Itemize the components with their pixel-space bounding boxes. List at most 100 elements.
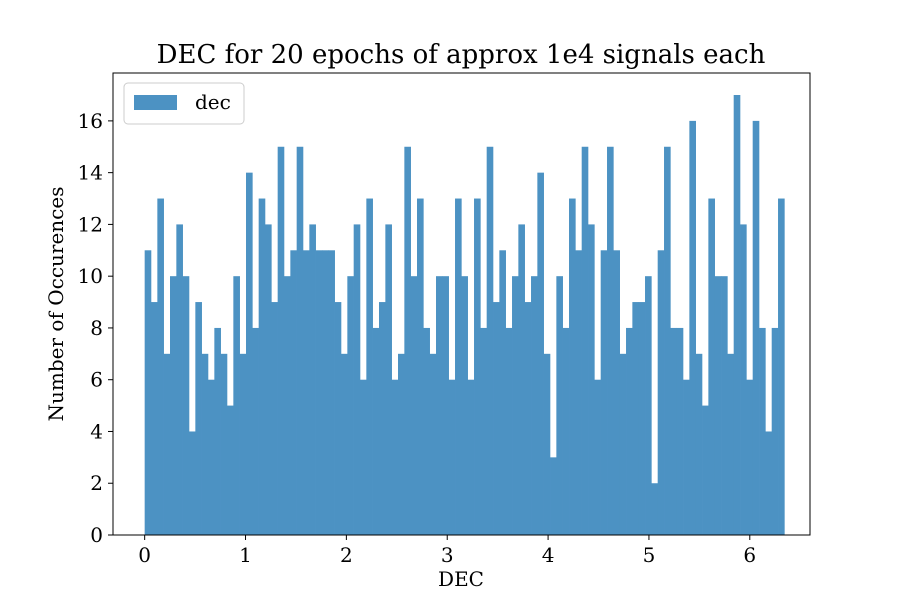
- histogram-bar: [163, 353, 171, 535]
- histogram-bar: [315, 250, 323, 536]
- histogram-bar: [499, 250, 506, 536]
- histogram-bar: [239, 353, 247, 535]
- y-tick-label: 8: [90, 316, 103, 340]
- histogram-bar: [543, 353, 551, 535]
- histogram-bar: [455, 198, 462, 535]
- histogram-bar: [214, 327, 221, 535]
- histogram-bar: [429, 353, 437, 535]
- histogram-bar: [708, 198, 715, 535]
- histogram-bar: [410, 276, 418, 535]
- histogram-bar: [778, 198, 785, 535]
- histogram-bar: [486, 146, 494, 535]
- y-tick-label: 12: [78, 212, 103, 236]
- histogram-bar: [290, 250, 297, 536]
- histogram-bar: [353, 224, 361, 535]
- x-tick-label: 2: [340, 543, 353, 567]
- histogram-bar: [638, 302, 646, 535]
- y-tick-label: 16: [78, 109, 103, 133]
- histogram-bar: [284, 276, 291, 535]
- plot-frame: [112, 72, 811, 536]
- histogram-bar: [385, 224, 392, 535]
- histogram-bar: [480, 327, 487, 535]
- histogram-bar: [265, 224, 272, 535]
- histogram-bar: [733, 95, 741, 535]
- histogram-bar: [252, 327, 259, 535]
- histogram-bar: [588, 224, 595, 535]
- histogram-bar: [189, 431, 196, 535]
- histogram-bar: [765, 431, 772, 535]
- histogram-bar: [366, 198, 373, 535]
- histogram-bar: [683, 379, 690, 535]
- histogram-bar: [651, 483, 658, 535]
- histogram-bar: [676, 327, 684, 535]
- histogram-bar: [657, 250, 665, 536]
- histogram-bar: [258, 198, 266, 535]
- y-tick-label: 6: [90, 368, 103, 392]
- histogram-bar: [201, 353, 209, 535]
- legend: dec: [123, 82, 245, 125]
- y-tick-label: 2: [90, 471, 103, 495]
- histogram-bar: [334, 302, 342, 535]
- histogram-bar: [600, 250, 608, 536]
- y-tick-label: 10: [78, 264, 103, 288]
- histogram-bar: [493, 302, 500, 535]
- legend-box: [123, 82, 245, 125]
- histogram-bar: [423, 327, 430, 535]
- histogram-bar: [303, 250, 310, 536]
- histogram-bar: [632, 302, 639, 535]
- histogram-bar: [556, 276, 563, 535]
- histogram-bar: [512, 276, 519, 535]
- histogram-bar: [360, 379, 367, 535]
- histogram-bar: [531, 276, 538, 535]
- histogram-bar: [277, 146, 285, 535]
- histogram-bar: [752, 120, 760, 535]
- y-axis-label: Number of Occurences: [44, 187, 68, 422]
- histogram-bar: [372, 327, 380, 535]
- histogram-bar: [695, 353, 703, 535]
- legend-swatch: [134, 95, 177, 110]
- y-tick-label: 4: [90, 419, 103, 443]
- histogram-bar: [448, 379, 456, 535]
- legend-label-dec: dec: [195, 90, 231, 114]
- histogram-bar: [771, 327, 779, 535]
- histogram-bar: [417, 198, 424, 535]
- histogram-bar: [442, 276, 449, 535]
- histogram-bar: [550, 457, 557, 535]
- histogram-bar: [562, 327, 570, 535]
- histogram-bar: [689, 120, 696, 535]
- histogram-bar: [537, 172, 544, 535]
- histogram-bar: [176, 224, 183, 535]
- histogram-bars: [144, 95, 785, 536]
- histogram-bar: [170, 276, 177, 535]
- histogram-bar: [271, 302, 278, 535]
- histogram-bar: [461, 276, 468, 535]
- histogram-bar: [505, 327, 513, 535]
- histogram-bar: [645, 276, 652, 535]
- y-tick-label: 14: [78, 161, 103, 185]
- histogram-bar: [613, 250, 620, 536]
- x-tick-label: 0: [138, 543, 151, 567]
- histogram-bar: [714, 276, 722, 535]
- histogram-bar: [379, 302, 386, 535]
- histogram-bar: [296, 146, 304, 535]
- x-tick-label: 1: [239, 543, 252, 567]
- histogram-bar: [607, 146, 614, 535]
- histogram-bar: [727, 353, 734, 535]
- histogram-bar: [182, 276, 190, 535]
- histogram-bar: [721, 276, 728, 535]
- histogram-bar: [575, 250, 582, 536]
- histogram-bar: [759, 327, 766, 535]
- histogram-bar: [436, 276, 443, 535]
- histogram-bar: [664, 146, 671, 535]
- histogram-bar: [151, 302, 158, 535]
- x-tick-label: 4: [542, 543, 555, 567]
- histogram-bar: [227, 405, 234, 535]
- histogram-bar: [322, 250, 329, 536]
- histogram-bar: [594, 379, 601, 535]
- x-axis-ticks: 0 1 2 3 4 5 6: [138, 535, 756, 567]
- x-tick-label: 3: [441, 543, 454, 567]
- histogram-bar: [740, 224, 747, 535]
- histogram-bar: [581, 146, 589, 535]
- histogram-bar: [524, 302, 532, 535]
